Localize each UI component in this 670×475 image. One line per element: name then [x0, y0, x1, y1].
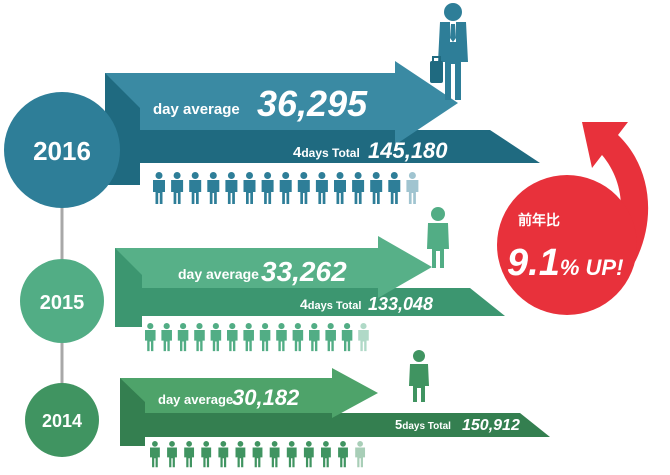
person-icon [286, 441, 297, 468]
arrow-fold-2015 [115, 248, 142, 327]
growth-value-line: 9.1% UP! [507, 242, 623, 284]
person-icon [150, 441, 160, 468]
year-circle-2015 [20, 259, 104, 343]
total-days-2015: 4 [300, 296, 308, 312]
row-2014: 2014 day average 30,182 5days Total 150,… [25, 350, 550, 468]
person-icon [184, 441, 195, 468]
total-days-2014: 5 [395, 417, 402, 432]
total-label-2014: 5days Total [395, 417, 451, 432]
person-icon [297, 172, 310, 204]
person-icon [269, 441, 280, 468]
total-days-2016: 4 [293, 144, 302, 161]
person-icon [325, 323, 336, 352]
person-icon [161, 323, 172, 352]
person-icon [334, 172, 346, 204]
total-days-text-2015: days Total [308, 300, 362, 312]
person-icon [235, 441, 246, 468]
growth-value: 9.1 [507, 242, 560, 284]
day-average-value-2014: 30,182 [232, 385, 300, 410]
person-icon [352, 172, 365, 204]
people-icons-2015 [145, 323, 369, 352]
person-icon [167, 441, 177, 468]
person-icon [276, 323, 287, 352]
person-icon [321, 441, 331, 468]
people-icons-2014 [150, 441, 366, 468]
person-icon [227, 323, 238, 352]
person-icon [341, 323, 353, 352]
person-icon [338, 441, 348, 468]
person-icon [153, 172, 165, 204]
person-icon [210, 323, 222, 352]
day-average-label-2016: day average [153, 101, 240, 118]
person-icon [388, 172, 401, 204]
total-value-2016: 145,180 [368, 138, 448, 163]
arrow-upper-2016 [105, 61, 458, 145]
total-days-text-2016: days Total [301, 146, 359, 160]
person-icon [207, 172, 220, 204]
arrow-lower-2016 [105, 130, 540, 163]
total-value-2015: 133,048 [368, 294, 433, 314]
person-figure-2014 [409, 350, 429, 402]
arrow-upper-2015 [115, 236, 432, 298]
year-label-2015: 2015 [40, 292, 85, 314]
person-icon [218, 441, 229, 468]
businessman-icon [430, 3, 468, 100]
people-icons-2016 [153, 172, 419, 204]
person-icon [201, 441, 212, 468]
person-icon [355, 441, 366, 468]
person-icon [370, 172, 383, 204]
day-average-value-2016: 36,295 [257, 83, 368, 124]
row-2015: 2015 day average 33,262 4days Total 133,… [20, 207, 505, 352]
person-icon [171, 172, 184, 204]
person-icon [194, 323, 205, 352]
year-label-2016: 2016 [33, 136, 91, 166]
total-label-2016: 4days Total [293, 144, 360, 161]
arrow-upper-2014 [120, 368, 378, 418]
growth-suffix: % UP! [560, 255, 624, 280]
person-icon [252, 441, 263, 468]
person-figure-2015 [427, 207, 449, 268]
day-average-value-2015: 33,262 [261, 256, 347, 287]
arrow-lower-2014 [120, 413, 550, 437]
person-icon [145, 323, 156, 352]
person-icon [189, 172, 202, 204]
person-icon [292, 323, 304, 352]
day-average-label-2015: day average [178, 266, 259, 282]
growth-badge: 前年比 9.1% UP! [497, 122, 649, 315]
year-label-2014: 2014 [42, 411, 82, 431]
growth-circle [497, 175, 637, 315]
row-2016: 2016 day average 36,295 4days Total 145,… [4, 3, 540, 208]
arrow-lower-2015 [115, 288, 505, 316]
person-icon [303, 441, 314, 468]
person-icon [243, 172, 256, 204]
person-icon [259, 323, 271, 352]
person-icon [358, 323, 369, 352]
total-days-text-2014: days Total [402, 421, 451, 432]
arrow-fold-2014 [120, 378, 145, 446]
person-icon [225, 172, 238, 204]
total-label-2015: 4days Total [300, 296, 361, 312]
total-value-2014: 150,912 [462, 417, 520, 434]
day-average-label-2014: day average [158, 392, 233, 407]
person-icon [177, 323, 189, 352]
person-icon [309, 323, 320, 352]
person-icon [406, 172, 419, 204]
year-circle-2016 [4, 92, 120, 208]
growth-prefix: 前年比 [518, 212, 560, 228]
person-icon [315, 172, 328, 204]
person-icon [243, 323, 254, 352]
year-circle-2014 [25, 383, 99, 457]
person-icon [261, 172, 274, 204]
person-icon [279, 172, 292, 204]
